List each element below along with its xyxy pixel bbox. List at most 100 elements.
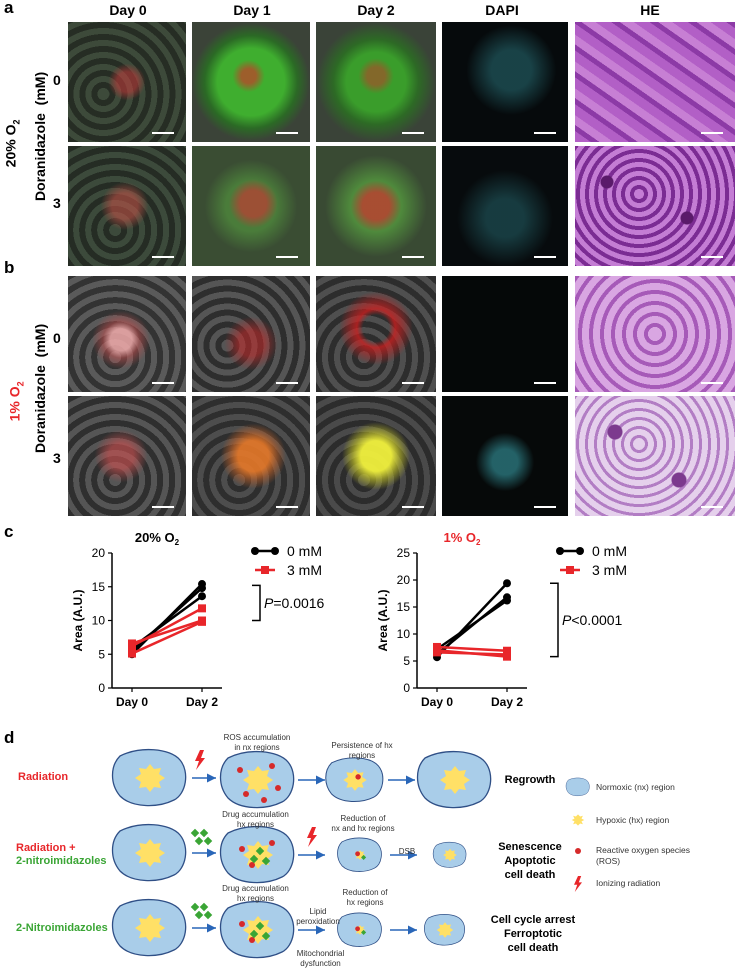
image-b-0-dapi — [442, 276, 568, 392]
r3-text-reduction: Reduction of hx regions — [342, 888, 388, 907]
data-point — [503, 579, 511, 588]
image-b-3-dapi — [442, 396, 568, 516]
image-b-0-day0 — [68, 276, 186, 392]
image-b-0-day2 — [316, 276, 436, 392]
legend-label: 3 mM — [287, 562, 322, 578]
r2-text-reduction: Reduction of nx and hx regions — [331, 814, 395, 833]
legend-marker — [556, 547, 564, 555]
row2-radiation-bolt-icon — [307, 827, 317, 847]
x-tick-label: Day 0 — [116, 695, 148, 709]
legend-marker — [271, 547, 279, 555]
panel-b-drug-label: Doranidazole (mM) — [32, 323, 48, 453]
row3-label: 2-Nitroimidazoles — [16, 922, 108, 934]
series-line — [436, 651, 508, 656]
p-italic: P — [264, 595, 274, 611]
r3-text-mito: Mitochondrial dysfunction — [296, 949, 345, 968]
row2-cell-drug — [219, 825, 295, 884]
row1-cell-initial — [111, 748, 187, 807]
y-tick-label: 5 — [98, 647, 105, 661]
row3-outcome: Cell cycle arrest Ferroptotic cell death — [490, 914, 576, 954]
line-chart-20pct-o2: 20% O2 0 5 10 15 20 Day 0 Day 2 Area (A.U.) 0 mM 3… — [71, 530, 325, 709]
column-header-dapi: DAPI — [485, 2, 519, 18]
row3-cell-small — [424, 914, 465, 946]
chart-1pct-o2: 1% O2 0 5 10 15 20 25 Day 0 Day 2 Area (A.U.) 0 mM… — [365, 528, 685, 724]
panel-b-dose-3: 3 — [53, 450, 61, 466]
series-line — [131, 620, 203, 655]
legend-marker — [261, 566, 269, 574]
legend-label: 0 mM — [287, 543, 322, 559]
data-point — [198, 616, 206, 625]
ros-dot-icon — [575, 848, 581, 854]
image-b-3-day0 — [68, 396, 186, 516]
row2-label: Radiation +2-nitroimidazoles — [16, 842, 107, 867]
r2-text-drug: Drug accumulation hx regions — [222, 810, 289, 829]
r1-text-ros: ROS accumulation in nx regions — [223, 733, 291, 752]
y-tick-label: 5 — [403, 654, 410, 668]
p-value: <0.0001 — [571, 612, 622, 628]
panel-a-drug-label: Doranidazole (mM) — [32, 71, 48, 201]
legend-radiation: Ionizing radiation — [596, 878, 661, 888]
series-line — [436, 645, 508, 652]
image-b-0-day1 — [192, 276, 310, 392]
data-point — [503, 596, 511, 605]
data-point — [503, 650, 511, 659]
p-italic: P — [562, 612, 572, 628]
image-a-0-day0 — [68, 22, 186, 142]
legend-ros: Reactive oxygen species (ROS) — [596, 845, 691, 866]
row2-drug-icons — [190, 828, 213, 846]
image-a-0-day2 — [316, 22, 436, 142]
legend-marker — [576, 547, 584, 555]
row2-cell-reduced — [337, 837, 382, 872]
panel-a-dose-0: 0 — [53, 72, 61, 88]
column-header-day0: Day 0 — [109, 2, 147, 18]
image-b-3-he — [575, 396, 735, 516]
panel-a-dose-3: 3 — [53, 195, 61, 211]
image-a-3-day1 — [192, 146, 310, 266]
legend-label: 3 mM — [592, 562, 627, 578]
row1-cell-ros — [219, 750, 295, 809]
row2-outcome: Senescence Apoptotic cell death — [498, 841, 562, 881]
panel-label-a: a — [4, 0, 14, 17]
series-line — [131, 619, 203, 645]
legend-label: 0 mM — [592, 543, 627, 559]
image-a-0-he — [575, 22, 735, 142]
chart-title-sub: 2 — [175, 538, 180, 547]
data-point — [128, 639, 136, 648]
image-b-3-day2 — [316, 396, 436, 516]
image-b-0-he — [575, 276, 735, 392]
r3-text-drug: Drug accumulation hx regions — [222, 884, 289, 903]
y-axis-label: Area (A.U.) — [71, 589, 85, 651]
data-point — [198, 584, 206, 593]
hypoxic-region-icon — [571, 814, 585, 826]
column-header-he: HE — [640, 2, 660, 18]
y-tick-label: 15 — [397, 600, 411, 614]
legend-normoxic: Normoxic (nx) region — [596, 782, 675, 792]
chart-title-sub: 2 — [476, 538, 481, 547]
row3-drug-icons — [190, 902, 213, 920]
r1-text-persist: Persistence of hx regions — [331, 741, 393, 760]
y-tick-label: 0 — [403, 681, 410, 695]
r3-text-lipid: Lipid peroxidation — [296, 907, 340, 926]
significance-bracket — [252, 584, 261, 622]
mechanism-diagram — [111, 748, 590, 959]
panel-label-b: b — [4, 258, 15, 277]
legend-hypoxic: Hypoxic (hx) region — [596, 815, 670, 825]
row3-cell-drug — [219, 900, 295, 959]
panel-b-condition-label: 1% O2 — [6, 381, 26, 422]
p-value-label: P<0.0001 — [562, 612, 623, 628]
line-chart-1pct-o2: 1% O2 0 5 10 15 20 25 Day 0 Day 2 Area (A.U.) 0 mM… — [376, 530, 627, 709]
y-tick-label: 10 — [397, 627, 411, 641]
data-point — [198, 604, 206, 613]
data-point — [198, 592, 206, 601]
row2-cell-initial — [111, 823, 187, 882]
y-tick-label: 10 — [92, 614, 106, 628]
image-a-3-dapi — [442, 146, 568, 266]
significance-bracket — [550, 582, 559, 658]
panel-label-d: d — [4, 728, 15, 747]
x-tick-label: Day 2 — [491, 695, 523, 709]
column-header-day1: Day 1 — [233, 2, 271, 18]
y-tick-label: 25 — [397, 546, 411, 560]
x-tick-label: Day 2 — [186, 695, 218, 709]
y-axis-label: Area (A.U.) — [376, 589, 390, 651]
panel-b-dose-0: 0 — [53, 330, 61, 346]
